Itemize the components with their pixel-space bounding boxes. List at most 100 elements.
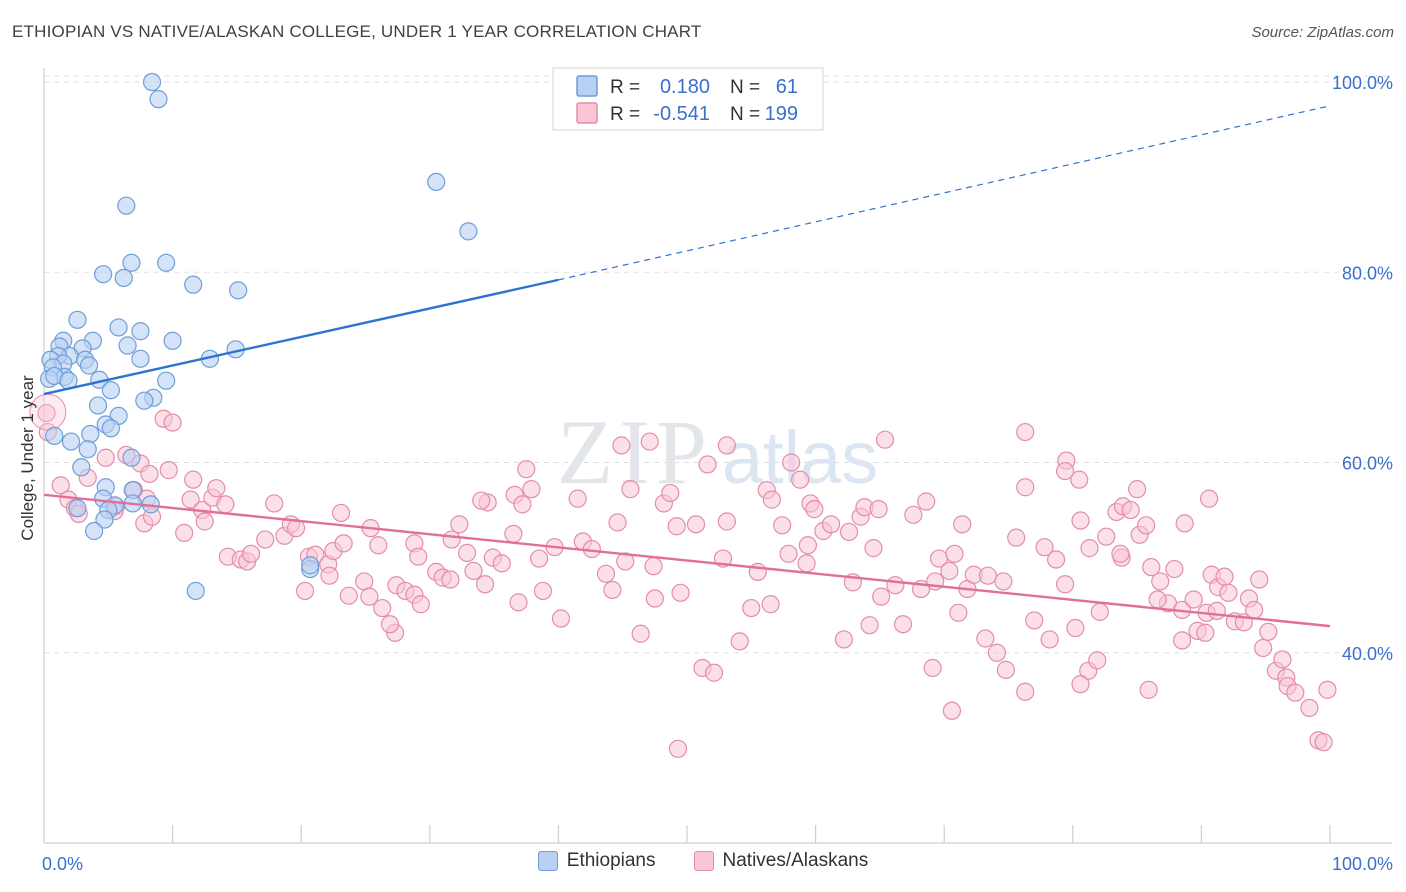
native-point bbox=[616, 552, 635, 571]
ethiopian-point bbox=[229, 281, 248, 300]
ethiopians-points bbox=[40, 72, 478, 601]
legend-swatch-ethiopians bbox=[537, 851, 558, 871]
ethiopian-point bbox=[427, 172, 446, 192]
native-point bbox=[1071, 675, 1090, 694]
legend-n-label: N = bbox=[730, 104, 760, 125]
ethiopian-point bbox=[95, 510, 114, 529]
native-point bbox=[265, 494, 284, 513]
legend-n-value: 199 bbox=[765, 103, 798, 125]
native-point bbox=[517, 460, 536, 479]
legend-r-value: -0.541 bbox=[653, 103, 710, 125]
native-point bbox=[1121, 500, 1140, 520]
ethiopian-point bbox=[101, 419, 120, 438]
native-point bbox=[612, 436, 631, 455]
native-point bbox=[513, 495, 532, 514]
native-point bbox=[904, 505, 923, 524]
native-point bbox=[339, 586, 358, 605]
native-point bbox=[37, 403, 56, 423]
ethiopian-point bbox=[157, 371, 176, 390]
natives-trend-line bbox=[43, 493, 1331, 628]
ethiopian-point bbox=[149, 90, 168, 109]
native-point bbox=[1151, 572, 1170, 591]
native-point bbox=[1300, 698, 1319, 718]
native-point bbox=[1139, 680, 1158, 699]
native-point bbox=[1016, 682, 1035, 701]
ethiopian-point bbox=[122, 253, 141, 272]
native-point bbox=[472, 491, 491, 510]
ethiopian-point bbox=[163, 331, 182, 350]
native-point bbox=[608, 513, 627, 532]
native-point bbox=[797, 554, 816, 573]
native-point bbox=[834, 630, 853, 649]
native-point bbox=[1016, 422, 1035, 442]
native-point bbox=[893, 615, 913, 634]
ethiopian-point bbox=[131, 349, 150, 368]
stats-legend: R = 0.180 N = 61 R = -0.541 N = 199 bbox=[552, 67, 824, 131]
native-point bbox=[1097, 527, 1116, 546]
ethiopian-point bbox=[117, 196, 136, 215]
native-point bbox=[717, 436, 736, 455]
trend-lines bbox=[43, 105, 1331, 628]
native-point bbox=[475, 575, 495, 594]
native-point bbox=[492, 554, 511, 573]
native-point bbox=[1055, 461, 1075, 481]
ethiopian-point bbox=[81, 424, 100, 444]
native-point bbox=[978, 566, 998, 585]
native-point bbox=[441, 570, 460, 589]
native-point bbox=[996, 660, 1016, 679]
legend-r-value: 0.180 bbox=[660, 76, 710, 98]
native-point bbox=[530, 549, 549, 568]
ethiopian-point bbox=[122, 448, 141, 467]
legend-swatch-ethiopians bbox=[576, 75, 598, 97]
native-point bbox=[1016, 478, 1035, 497]
native-point bbox=[1184, 590, 1203, 609]
ethiopian-point bbox=[301, 556, 320, 575]
native-point bbox=[704, 663, 724, 682]
legend-swatch-natives bbox=[576, 102, 598, 124]
y-tick-label: 60.0% bbox=[1342, 454, 1393, 474]
legend-r-label: R = bbox=[610, 77, 640, 98]
native-point bbox=[1148, 590, 1167, 609]
native-point bbox=[1040, 630, 1059, 649]
native-point bbox=[645, 589, 664, 608]
native-point bbox=[945, 544, 964, 563]
native-point bbox=[1046, 550, 1066, 569]
native-point bbox=[976, 629, 995, 648]
native-point bbox=[159, 461, 178, 480]
native-point bbox=[184, 470, 203, 489]
native-point bbox=[411, 595, 430, 614]
native-point bbox=[256, 530, 275, 549]
legend-label-natives: Natives/Alaskans bbox=[722, 850, 869, 871]
native-point bbox=[216, 495, 235, 514]
ethiopian-point bbox=[68, 499, 87, 518]
legend-box bbox=[552, 67, 824, 131]
ethiopians-trend-line bbox=[43, 278, 559, 396]
native-point bbox=[1196, 623, 1215, 642]
ethiopian-point bbox=[85, 521, 104, 541]
ethiopian-point bbox=[68, 310, 87, 329]
ethiopians-trend-extension bbox=[558, 105, 1331, 281]
native-point bbox=[1219, 583, 1238, 602]
native-point bbox=[96, 448, 115, 467]
ethiopian-point bbox=[94, 265, 113, 284]
legend-r-label: R = bbox=[610, 104, 640, 125]
native-point bbox=[373, 598, 392, 618]
native-point bbox=[334, 534, 353, 553]
native-point bbox=[640, 432, 659, 451]
ethiopian-point bbox=[114, 268, 133, 288]
native-point bbox=[140, 464, 159, 484]
native-point bbox=[864, 539, 883, 558]
native-point bbox=[717, 512, 736, 531]
native-point bbox=[923, 658, 942, 678]
native-point bbox=[1245, 600, 1264, 620]
tick-labels: 40.0% 60.0% 80.0% 100.0% 0.0% 100.0% bbox=[42, 73, 1393, 874]
native-point bbox=[360, 587, 379, 606]
native-point bbox=[442, 530, 461, 549]
ethiopian-point bbox=[61, 432, 81, 451]
native-point bbox=[1173, 631, 1192, 650]
native-point bbox=[869, 500, 888, 519]
native-point bbox=[805, 500, 824, 519]
y-axis-label: College, Under 1 year bbox=[18, 375, 37, 541]
native-point bbox=[51, 476, 70, 495]
